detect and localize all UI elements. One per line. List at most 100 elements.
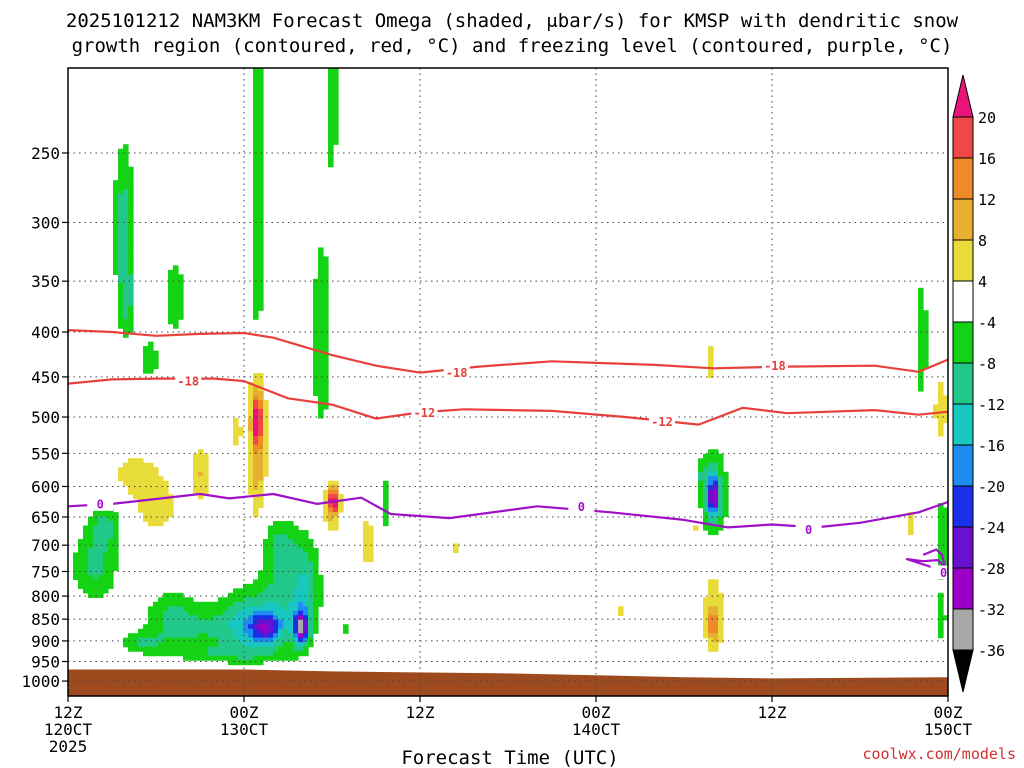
contour-freezing-level-inversion — [905, 548, 949, 574]
omega-cell — [123, 328, 129, 334]
omega-cell — [93, 525, 99, 531]
omega-cell — [258, 76, 264, 83]
omega-cell — [128, 193, 134, 199]
omega-cell — [128, 646, 134, 652]
omega-cell — [718, 494, 724, 500]
omega-cell — [178, 637, 184, 643]
omega-cell — [138, 485, 144, 491]
omega-cell — [248, 386, 254, 392]
omega-cell — [938, 624, 944, 630]
omega-cell — [313, 337, 319, 343]
omega-cell — [123, 471, 129, 477]
omega-cell — [253, 81, 259, 87]
omega-cell — [238, 633, 244, 639]
omega-cell — [143, 642, 149, 648]
omega-cell — [98, 512, 104, 518]
omega-cell — [318, 579, 324, 585]
omega-cell — [308, 633, 314, 639]
omega-cell — [238, 619, 244, 625]
omega-cell — [248, 417, 254, 423]
omega-cell — [288, 561, 294, 567]
omega-cell — [233, 615, 239, 621]
omega-cell — [288, 637, 294, 643]
omega-cell — [293, 525, 299, 531]
omega-cell — [313, 606, 319, 612]
omega-cell — [703, 462, 709, 468]
omega-cell — [268, 588, 274, 594]
omega-cell — [718, 633, 724, 639]
omega-cell — [323, 494, 329, 500]
omega-cell — [323, 507, 329, 513]
omega-cell — [263, 583, 269, 589]
omega-cell — [93, 588, 99, 594]
omega-cell — [278, 547, 284, 554]
omega-cell — [938, 633, 944, 639]
omega-cell — [323, 265, 329, 271]
omega-cell — [328, 512, 334, 518]
omega-cell — [203, 485, 209, 491]
omega-cell — [253, 180, 259, 186]
omega-cell — [323, 296, 329, 302]
omega-cell — [698, 494, 704, 500]
omega-cell — [293, 624, 299, 630]
omega-cell — [318, 395, 324, 401]
omega-cell — [918, 296, 924, 302]
omega-cell — [153, 637, 159, 643]
contour-label-freezing-bg — [87, 496, 114, 511]
omega-cell — [263, 574, 269, 580]
omega-cell — [273, 534, 279, 540]
omega-cell — [318, 404, 324, 410]
omega-cell — [83, 570, 89, 576]
omega-cell — [138, 642, 144, 648]
omega-cell — [308, 588, 314, 594]
omega-cell — [283, 642, 289, 648]
omega-cell — [178, 305, 184, 311]
omega-cell — [258, 444, 264, 450]
omega-cell — [698, 462, 704, 468]
omega-cell — [158, 606, 164, 612]
omega-cell — [98, 588, 104, 594]
omega-cell — [293, 574, 299, 580]
omega-cell — [143, 637, 149, 643]
omega-cell — [153, 480, 159, 486]
omega-cell — [123, 225, 129, 231]
omega-cell — [243, 583, 249, 589]
omega-cell — [263, 426, 269, 432]
omega-cell — [708, 373, 714, 379]
omega-cell — [288, 574, 294, 580]
omega-cell — [283, 525, 289, 531]
omega-cell — [118, 278, 124, 284]
omega-cell — [148, 619, 154, 625]
omega-cell — [123, 480, 129, 486]
omega-cell — [258, 166, 264, 172]
omega-cell — [88, 565, 94, 571]
omega-cell — [298, 539, 304, 545]
omega-cell — [243, 651, 249, 657]
omega-cell — [253, 395, 259, 401]
contour-dgz-lower — [67, 377, 949, 426]
omega-cell — [238, 597, 244, 603]
omega-cell — [128, 202, 134, 208]
omega-cell — [288, 588, 294, 594]
omega-cell — [128, 233, 134, 240]
omega-cell — [168, 606, 174, 612]
omega-cell — [153, 521, 159, 527]
omega-cell — [303, 606, 309, 612]
colorbar-segment — [952, 116, 974, 159]
omega-cell — [128, 296, 134, 302]
omega-cell — [323, 512, 329, 518]
omega-cell — [263, 597, 269, 603]
omega-cell — [218, 642, 224, 648]
omega-cell — [298, 637, 304, 643]
omega-cell — [258, 198, 264, 204]
omega-cell — [318, 386, 324, 392]
omega-cell — [698, 458, 704, 464]
omega-cell — [158, 651, 164, 657]
omega-cell — [308, 574, 314, 580]
omega-cell — [298, 628, 304, 634]
omega-cell — [263, 444, 269, 450]
contour-label-dgz-lower: -12 — [651, 415, 673, 429]
omega-cell — [283, 624, 289, 630]
omega-cell — [253, 121, 259, 127]
omega-cell — [248, 467, 254, 473]
